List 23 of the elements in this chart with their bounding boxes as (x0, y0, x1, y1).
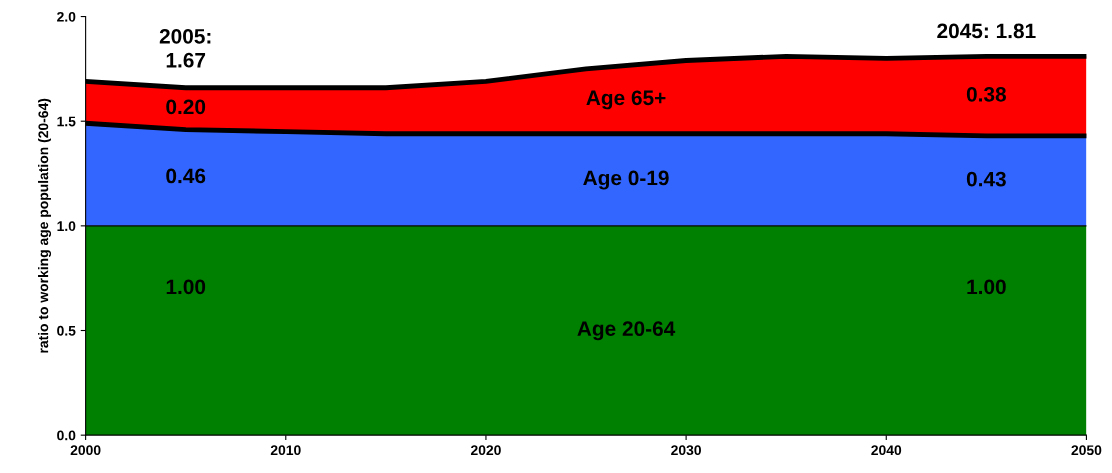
y-tick-label: 2.0 (57, 11, 76, 22)
x-tick-label: 2030 (671, 445, 701, 456)
data-label: 0.38 (966, 86, 1006, 102)
series-label: Age 65+ (586, 90, 666, 110)
annotation: 2045: 1.81 (937, 23, 1036, 39)
y-tick-label: 1.0 (57, 221, 76, 232)
data-label: 0.43 (966, 171, 1006, 187)
y-axis-title: ratio to working age population (20-64) (38, 98, 52, 353)
x-tick-label: 2020 (470, 445, 501, 456)
data-label: 1.00 (967, 279, 1006, 295)
annotation: 2005: 1.67 (159, 28, 211, 68)
x-tick-label: 2050 (1071, 445, 1102, 456)
y-tick-label: 1.5 (57, 116, 76, 127)
series-label: Age 20-64 (577, 321, 676, 341)
series-label: Age 0-19 (583, 170, 669, 190)
data-label: 0.20 (166, 99, 206, 115)
data-label: 1.00 (166, 279, 206, 295)
x-tick-label: 2000 (70, 445, 101, 456)
y-tick-label: 0.0 (57, 430, 76, 441)
x-tick-label: 2010 (270, 445, 301, 456)
data-label: 0.46 (166, 168, 206, 184)
y-tick-label: 0.5 (57, 325, 76, 336)
x-tick-label: 2040 (871, 445, 902, 456)
